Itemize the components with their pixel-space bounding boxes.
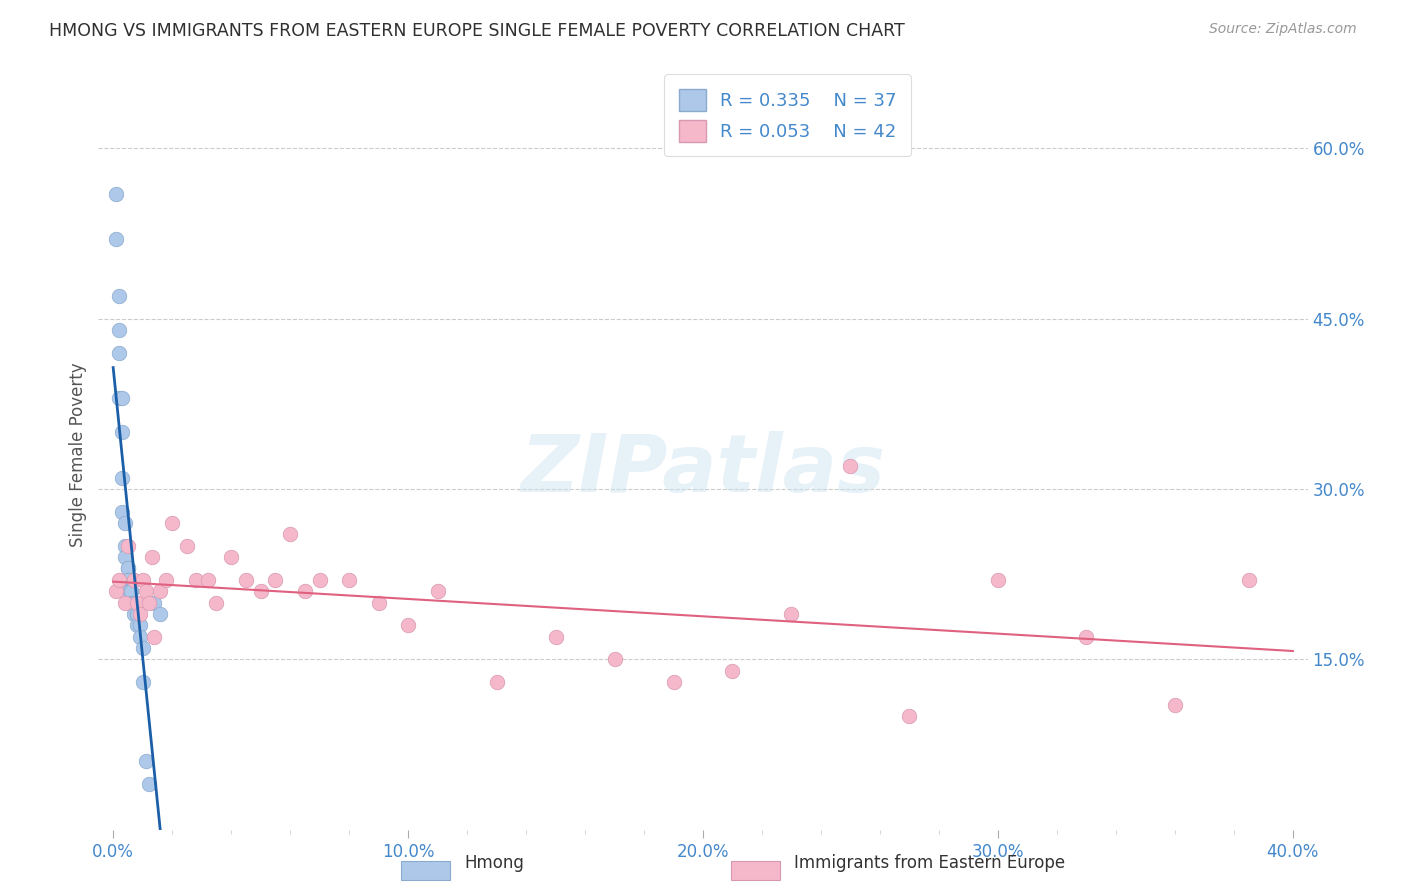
Point [111,391,134,405]
Point [125,607,148,621]
Point [125,595,148,609]
Point [131,675,153,690]
Point [780,607,803,621]
Point [117,573,139,587]
Text: Source: ZipAtlas.com: Source: ZipAtlas.com [1209,22,1357,37]
Point [426,584,449,599]
Point [249,584,271,599]
Point [308,573,330,587]
Point [114,539,136,553]
Point [141,550,163,565]
Point [155,573,177,587]
Point [485,675,508,690]
Point [117,561,139,575]
Point [111,505,134,519]
Point [108,391,131,405]
Point [117,584,139,599]
Point [1164,698,1187,712]
Point [122,607,145,621]
Legend: R = 0.335    N = 37, R = 0.053    N = 42: R = 0.335 N = 37, R = 0.053 N = 42 [664,74,911,156]
Point [544,630,567,644]
Point [396,618,419,632]
Point [1237,573,1260,587]
Point [898,709,921,723]
Point [105,186,128,201]
Point [721,664,744,678]
Point [120,584,142,599]
Point [120,584,142,599]
Point [122,595,145,609]
Point [105,232,128,246]
Point [235,573,257,587]
Text: ZIPatlas: ZIPatlas [520,431,886,509]
Point [128,607,150,621]
Point [160,516,183,530]
Y-axis label: Single Female Poverty: Single Female Poverty [69,363,87,547]
Point [131,640,153,655]
Point [176,539,198,553]
Point [184,573,207,587]
Point [143,595,166,609]
Text: HMONG VS IMMIGRANTS FROM EASTERN EUROPE SINGLE FEMALE POVERTY CORRELATION CHART: HMONG VS IMMIGRANTS FROM EASTERN EUROPE … [49,22,905,40]
Point [117,539,139,553]
Point [135,584,157,599]
Point [120,595,142,609]
Point [205,595,228,609]
Point [131,573,153,587]
Point [135,755,157,769]
Point [117,561,139,575]
Point [138,595,160,609]
Point [149,607,172,621]
Point [603,652,626,666]
Point [839,459,862,474]
Point [149,584,172,599]
Text: Immigrants from Eastern Europe: Immigrants from Eastern Europe [794,855,1066,872]
Point [111,470,134,484]
Point [114,595,136,609]
Point [337,573,360,587]
Point [264,573,287,587]
Point [108,345,131,359]
Point [367,595,389,609]
Point [219,550,242,565]
Point [122,595,145,609]
Point [138,777,160,791]
Point [662,675,685,690]
Point [105,584,128,599]
Point [114,550,136,565]
Point [114,516,136,530]
Point [111,425,134,440]
Point [122,573,145,587]
Point [122,595,145,609]
Point [125,618,148,632]
Text: Hmong: Hmong [464,855,524,872]
Point [128,630,150,644]
Point [294,584,316,599]
Point [117,573,139,587]
Point [143,630,166,644]
Point [108,289,131,303]
Point [278,527,301,541]
Point [125,607,148,621]
Point [108,573,131,587]
Point [197,573,219,587]
Point [120,584,142,599]
Point [128,618,150,632]
Point [1076,630,1098,644]
Point [108,323,131,337]
Point [987,573,1010,587]
